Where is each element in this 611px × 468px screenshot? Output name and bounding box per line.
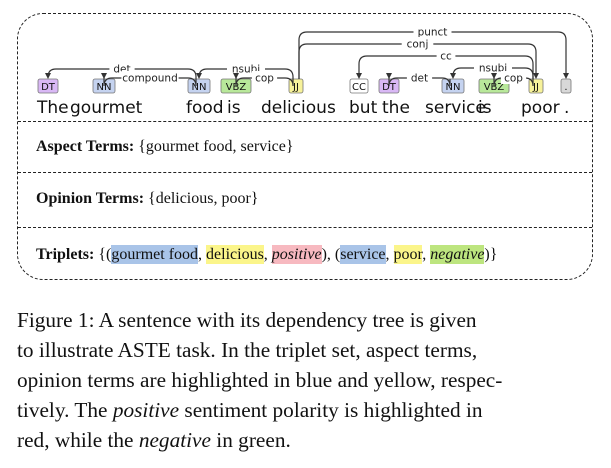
aspect-terms-label: Aspect Terms: xyxy=(36,138,135,155)
arrow-head xyxy=(563,73,569,79)
token: the xyxy=(382,98,410,118)
figure-caption: Figure 1: A sentence with its dependency… xyxy=(17,305,599,455)
opinion-terms-row: Opinion Terms: {delicious, poor} xyxy=(36,190,258,208)
triplet-separator: , xyxy=(385,246,394,263)
pos-tag: CC xyxy=(352,82,366,93)
arc-label: compound xyxy=(122,73,178,85)
dependency-tree: DT NN NN VBZ JJ CC DT NN VBZ JJ .The gourmet food is d… xyxy=(36,25,572,118)
aspect-terms-value: {gourmet food, service} xyxy=(138,138,294,155)
pos-tag: VBZ xyxy=(484,82,505,93)
arc-label: det xyxy=(411,73,428,85)
token: delicious xyxy=(261,98,336,118)
triplet1-opinion: delicious xyxy=(206,245,264,264)
pos-tag: DT xyxy=(382,82,397,93)
caption-emphasis: negative xyxy=(138,428,211,452)
token: but xyxy=(349,98,378,118)
arc-label: cc xyxy=(440,51,452,63)
triplet2-aspect: service xyxy=(340,245,386,264)
token: food xyxy=(186,98,224,118)
triplet-open: {( xyxy=(98,246,112,263)
triplet1-aspect: gourmet food xyxy=(111,245,199,264)
token: service xyxy=(425,98,486,118)
arc-label: conj xyxy=(407,39,429,51)
pos-tag: NN xyxy=(192,82,207,93)
arrow-head xyxy=(233,73,239,79)
triplet2-opinion: poor xyxy=(393,245,423,264)
pos-tag: . xyxy=(564,82,567,93)
pos-tag: NN xyxy=(97,82,112,93)
arrow-head xyxy=(101,73,107,79)
opinion-terms-label: Opinion Terms: xyxy=(36,190,145,207)
triplets-row: Triplets: {(gourmet food, delicious, pos… xyxy=(36,245,498,264)
triplet2-sentiment: negative xyxy=(430,245,485,264)
caption-text: in green. xyxy=(210,428,291,452)
arc-label-bg xyxy=(436,49,456,62)
triplet-separator: , xyxy=(263,246,272,263)
caption-line: red, while the negative in green. xyxy=(17,425,599,455)
dependency-arc xyxy=(198,68,294,79)
arrow-head xyxy=(356,73,362,79)
pos-tag: JJ xyxy=(532,82,539,93)
caption-line: to illustrate ASTE task. In the triplet … xyxy=(17,338,478,362)
arc-label-bg xyxy=(401,37,434,50)
caption-emphasis: positive xyxy=(112,398,180,422)
pos-tag: JJ xyxy=(292,82,299,93)
caption-text: red, while the xyxy=(17,428,139,452)
triplet-separator: , xyxy=(422,246,431,263)
arrow-head xyxy=(533,73,539,79)
figure-box: DT NN NN VBZ JJ CC DT NN VBZ JJ. The gourmet food is d… xyxy=(17,13,593,280)
triplet-middle: ), ( xyxy=(321,246,341,263)
caption-line: opinion terms are highlighted in blue an… xyxy=(17,368,503,392)
arrow-head xyxy=(45,73,51,79)
opinion-terms-value: {delicious, poor} xyxy=(148,190,259,207)
token: . xyxy=(564,98,569,118)
arrow-head xyxy=(386,73,392,79)
arc-label-bg xyxy=(406,71,433,84)
arc-label-bg xyxy=(121,71,179,84)
row-divider xyxy=(18,121,592,122)
triplet-close: )} xyxy=(484,246,498,263)
caption-line: Figure 1: A sentence with its dependency… xyxy=(17,308,477,332)
arc-label-bg xyxy=(413,25,452,38)
token: poor xyxy=(521,98,560,118)
token: gourmet xyxy=(70,98,143,118)
arc-label-bg xyxy=(500,71,527,84)
arrow-head xyxy=(491,73,497,79)
caption-line: tively. The positive sentiment polarity … xyxy=(17,395,599,425)
pos-tag: DT xyxy=(41,82,56,93)
token: is xyxy=(227,98,241,118)
row-divider xyxy=(18,172,592,173)
arrow-head xyxy=(196,73,202,79)
triplet-separator: , xyxy=(198,246,207,263)
caption-text: tively. The xyxy=(17,398,113,422)
arc-label: punct xyxy=(418,27,448,39)
token: is xyxy=(478,98,492,118)
triplets-label: Triplets: xyxy=(36,246,95,263)
caption-text: sentiment polarity is highlighted in xyxy=(179,398,483,422)
aspect-terms-row: Aspect Terms: {gourmet food, service} xyxy=(36,138,294,156)
arrow-head xyxy=(450,73,456,79)
arc-label: nsubj xyxy=(479,63,507,75)
arc-label-bg xyxy=(251,71,278,84)
dependency-arc xyxy=(47,68,197,79)
pos-tag: VBZ xyxy=(226,82,247,93)
arc-label: cop xyxy=(504,73,523,85)
token: The xyxy=(36,98,69,118)
arc-label: cop xyxy=(255,73,274,85)
row-divider xyxy=(18,227,592,228)
arc-label-bg xyxy=(474,61,512,74)
triplet1-sentiment: positive xyxy=(271,245,322,264)
pos-tag: NN xyxy=(446,82,461,93)
